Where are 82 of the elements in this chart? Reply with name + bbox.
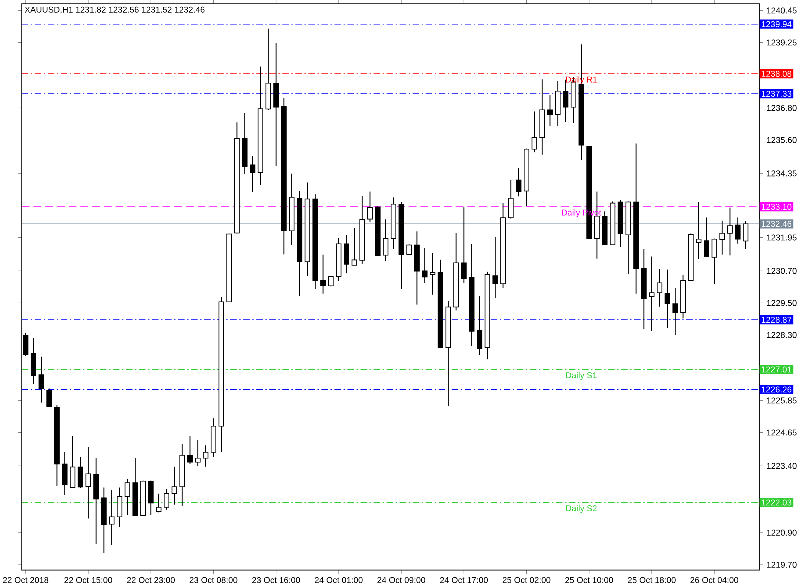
x-tick-label: 26 Oct 04:00 [690,577,738,584]
candlestick [86,446,92,520]
ref-line-label: 1227.01 [762,366,792,373]
y-tick-label: 1230.70 [767,268,797,274]
y-tick-label: 1220.90 [767,530,797,536]
candlestick [696,202,702,260]
y-tick-label: 1223.40 [767,463,797,470]
ref-line-label: 1237.33 [762,91,792,97]
candlestick [30,338,36,385]
candlestick [250,156,256,192]
ref-line-label: 1228.87 [762,316,792,323]
candlestick [109,490,115,546]
candlestick [555,80,561,127]
candlestick [422,248,428,284]
candlestick [46,388,52,408]
x-tick-label: 23 Oct 16:00 [252,577,300,584]
ref-line-label: 1233.10 [762,204,792,210]
x-tick-label: 24 Oct 01:00 [315,577,363,584]
x-tick-label: 22 Oct 2018 [3,577,49,584]
ref-line-label: 1232.46 [762,221,792,228]
candlestick [383,219,389,262]
ref-line-label: 1226.26 [762,386,792,393]
y-tick-label: 1228.30 [767,332,797,338]
candlestick [672,288,678,336]
x-tick-label: 25 Oct 18:00 [628,577,676,584]
annotation: Daily S1 [566,372,597,380]
candlestick [664,269,670,328]
y-tick-label: 1219.70 [767,562,797,568]
y-tick-label: 1225.85 [767,398,797,404]
x-tick-label: 25 Oct 02:00 [502,577,551,584]
y-tick-label: 1239.25 [767,40,797,46]
candlestick [38,356,44,404]
candlestick [156,493,162,514]
y-tick-label: 1231.95 [767,234,797,241]
candlestick [368,191,373,223]
ref-line-label: 1239.94 [762,21,792,28]
candlestick [430,252,436,296]
candlestick [148,480,154,516]
candlestick [649,256,655,332]
candlestick [712,238,718,285]
candlestick [477,296,483,356]
chart-title: XAUUSD,H1 1231.82 1232.56 1231.52 1232.46 [25,6,205,14]
y-tick-label: 1235.60 [767,137,797,144]
candlestick [516,168,522,198]
candlestick [117,487,123,528]
x-tick-label: 23 Oct 08:00 [190,577,238,584]
candlestick [70,436,76,489]
y-tick-label: 1240.45 [767,8,797,14]
y-tick-label: 1229.50 [767,300,797,306]
candlestick [728,207,733,256]
candlestick [548,94,553,127]
x-tick-label: 25 Oct 10:00 [566,577,614,584]
candlestick [195,440,201,467]
candlestick [188,436,193,465]
candlestick [720,220,726,256]
ref-line-label: 1222.03 [762,500,792,506]
x-tick-label: 22 Oct 23:00 [127,577,176,584]
x-tick-label: 24 Oct 17:00 [440,577,488,584]
candlestick [743,220,749,250]
candlestick [78,456,84,489]
annotation: Daily S2 [566,505,597,514]
candlestick [172,466,178,506]
candlestick [344,234,350,274]
candlestick [124,478,130,516]
candlestick [352,228,358,266]
candlestick [735,217,741,244]
y-tick-label: 1236.80 [767,105,797,112]
y-tick-label: 1234.35 [767,170,797,177]
candlestick [508,180,514,220]
candlestick [62,452,68,496]
x-tick-label: 24 Oct 09:00 [378,577,426,584]
candlestick [320,254,326,294]
candlestick [164,488,170,510]
x-tick-label: 22 Oct 15:00 [64,577,112,584]
candlestick [532,111,538,153]
candlestick [203,445,209,468]
candlestick [461,207,467,284]
candlestick [492,236,498,299]
candlestick [657,268,663,308]
ref-line-label: 1238.08 [762,70,792,77]
y-tick-label: 1224.65 [767,430,797,436]
candlestick [704,217,710,258]
